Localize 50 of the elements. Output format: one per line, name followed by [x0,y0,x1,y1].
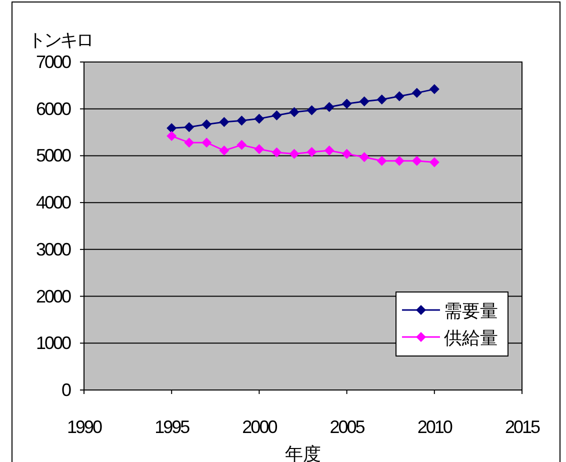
point [306,105,317,116]
x-tick-label: 2010 [417,417,453,437]
y-tick-label: 1000 [36,333,72,354]
point [429,157,440,168]
y-tick-label: 6000 [36,98,72,119]
point [289,148,300,159]
point [202,138,212,148]
point [184,138,194,148]
point [412,156,422,166]
point [412,88,422,98]
point [376,94,387,104]
point [306,146,317,157]
point [272,147,282,158]
point [342,98,352,109]
point [429,84,440,94]
point [236,116,247,126]
point [166,131,177,142]
x-tick-label: 2005 [330,417,366,437]
legend-label: 需要量 [444,301,498,321]
point [166,123,177,134]
point [272,110,282,120]
x-tick-label: 1990 [66,417,103,437]
point [342,148,352,159]
x-tick-label: 2000 [242,417,278,437]
point [184,122,194,132]
point [254,114,264,124]
point [376,156,387,166]
legend-label: 供給量 [444,328,498,348]
point [324,102,334,112]
y-axis-title: トンキロ [28,30,92,50]
y-tick-label: 7000 [36,52,72,72]
point [359,96,370,106]
x-axis-title: 年度 [285,444,321,462]
point [254,144,264,154]
point [202,119,212,130]
point [394,91,404,102]
point [236,140,247,150]
y-tick-label: 3000 [36,239,72,260]
y-tick-label: 2000 [36,286,72,306]
y-tick-label: 4000 [36,192,72,213]
point [324,146,334,156]
y-tick-label: 5000 [36,146,72,166]
point [219,116,230,127]
point [289,107,300,118]
point [359,152,370,162]
point [219,146,230,156]
point [394,156,404,166]
x-tick-label: 2015 [504,417,541,437]
x-tick-label: 1995 [154,417,190,437]
y-tick-label: 0 [61,380,72,400]
